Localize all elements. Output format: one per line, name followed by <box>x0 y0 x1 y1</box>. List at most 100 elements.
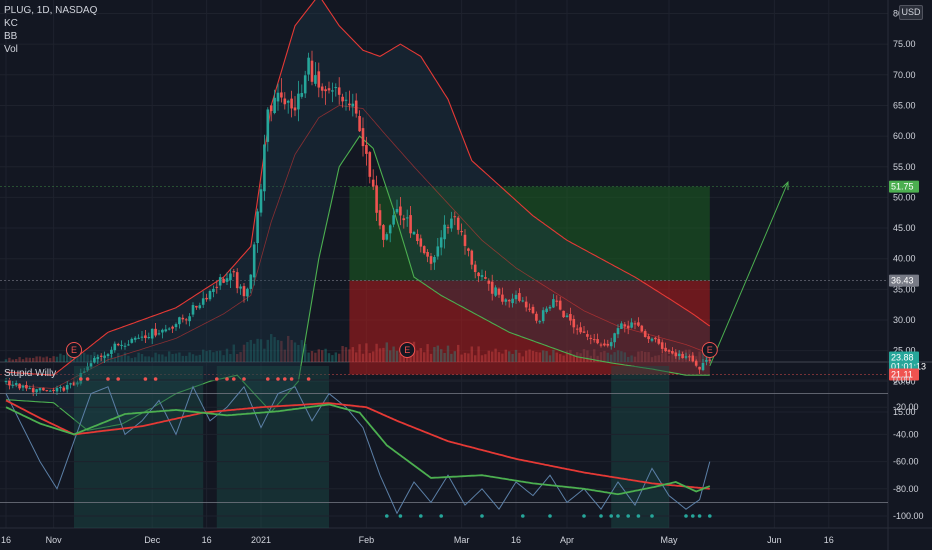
volume-bar <box>606 352 609 362</box>
willy-top-marker <box>242 377 246 381</box>
position-zones <box>0 186 888 375</box>
volume-bar <box>42 357 45 362</box>
willy-bottom-marker <box>521 514 525 518</box>
candle-body <box>127 344 130 346</box>
willy-top-marker <box>106 377 110 381</box>
volume-bar <box>137 352 140 362</box>
candle-body <box>354 100 358 114</box>
candle-body <box>691 355 695 362</box>
candle-body <box>535 313 538 321</box>
price-tag-label-entry: 36.43 <box>891 276 914 286</box>
price-tick-label: 60.00 <box>893 131 916 141</box>
candle-body <box>297 93 300 110</box>
candle-body <box>317 71 321 88</box>
candle-body <box>103 355 106 358</box>
volume-bar <box>545 351 548 362</box>
volume-bar <box>310 351 314 362</box>
candle-body <box>320 86 324 91</box>
time-tick-label: 16 <box>1 535 11 545</box>
candles <box>4 50 712 397</box>
indicator-vol[interactable]: Vol <box>4 44 18 55</box>
time-tick-label: Nov <box>46 535 63 545</box>
price-tick-label: 70.00 <box>893 70 916 80</box>
volume-bar <box>66 352 69 362</box>
willy-bottom-marker <box>708 514 712 518</box>
volume-bar <box>463 352 467 362</box>
volume-bar <box>698 351 701 362</box>
candle-body <box>181 317 185 320</box>
candle-body <box>562 310 565 318</box>
candle-body <box>450 218 453 229</box>
earnings-marker <box>701 342 718 358</box>
willy-top-marker <box>85 377 90 381</box>
volume-bar <box>341 346 344 362</box>
volume-bar <box>215 351 218 362</box>
willy-top-marker <box>116 377 120 381</box>
volume-bar <box>457 344 460 362</box>
volume-bar <box>382 347 385 362</box>
volume-bar <box>535 351 538 362</box>
time-tick-label: Apr <box>560 535 574 545</box>
indicator-bb[interactable]: BB <box>4 31 18 42</box>
volume-bar <box>460 354 463 362</box>
candle-body <box>368 152 372 177</box>
time-tick-label: Feb <box>359 535 375 545</box>
chart-legend: PLUG, 1D, NASDAQ KC BB Vol <box>4 4 97 56</box>
volume-bar <box>334 352 337 362</box>
volume-bar <box>307 352 310 362</box>
candle-body <box>548 306 552 309</box>
candle-body <box>433 256 436 263</box>
candle-body <box>671 351 674 354</box>
volume-bars <box>4 334 711 362</box>
symbol-line[interactable]: PLUG, 1D, NASDAQ <box>4 5 98 16</box>
candle-body <box>589 337 593 339</box>
volume-bar <box>242 344 246 362</box>
willy-bottom-marker <box>385 514 389 518</box>
volume-bar <box>38 356 42 362</box>
candle-body <box>416 233 419 242</box>
price-tag-label-countdown: 01:01:13 <box>891 362 926 372</box>
volume-bar <box>440 349 443 362</box>
candle-body <box>4 380 8 383</box>
volume-bar <box>191 354 195 362</box>
indicator-kc[interactable]: KC <box>4 18 18 29</box>
candle-body <box>555 300 559 302</box>
volume-bar <box>477 346 480 362</box>
volume-bar <box>45 356 48 362</box>
candle-body <box>106 354 110 357</box>
candle-body <box>446 227 450 229</box>
volume-bar <box>154 352 157 362</box>
candle-body <box>283 98 287 105</box>
candle-body <box>242 286 246 297</box>
candle-body <box>473 264 477 273</box>
candle-body <box>290 98 293 109</box>
axes[interactable]: 80.0075.0070.0065.0060.0055.0050.0045.00… <box>1 9 926 546</box>
pane2-title[interactable]: Stupid Willy <box>4 368 57 379</box>
volume-bar <box>110 354 113 362</box>
volume-bar <box>504 349 507 362</box>
willy-bottom-marker <box>480 514 484 518</box>
willy-bottom-marker <box>398 514 403 518</box>
volume-bar <box>123 352 127 362</box>
candle-body <box>616 328 620 335</box>
candle-body <box>688 356 691 358</box>
volume-bar <box>433 347 436 362</box>
candle-body <box>569 314 572 321</box>
currency-label[interactable]: USD <box>899 5 923 20</box>
volume-bar <box>501 353 504 362</box>
candle-body <box>337 87 341 95</box>
volume-bar <box>219 350 222 362</box>
volume-bar <box>280 340 283 362</box>
willy-top-marker <box>143 377 148 381</box>
profit-zone <box>349 186 710 281</box>
candle-body <box>249 274 253 289</box>
volume-bar <box>83 352 86 362</box>
price-tick-label: 40.00 <box>893 254 916 264</box>
candle-body <box>490 281 494 294</box>
candle-body <box>307 57 310 75</box>
candle-body <box>647 336 650 340</box>
candle-body <box>422 246 426 254</box>
price-tag-label-last: 23.88 <box>891 353 914 363</box>
willy-top-marker <box>283 377 287 381</box>
volume-bar <box>168 351 171 362</box>
